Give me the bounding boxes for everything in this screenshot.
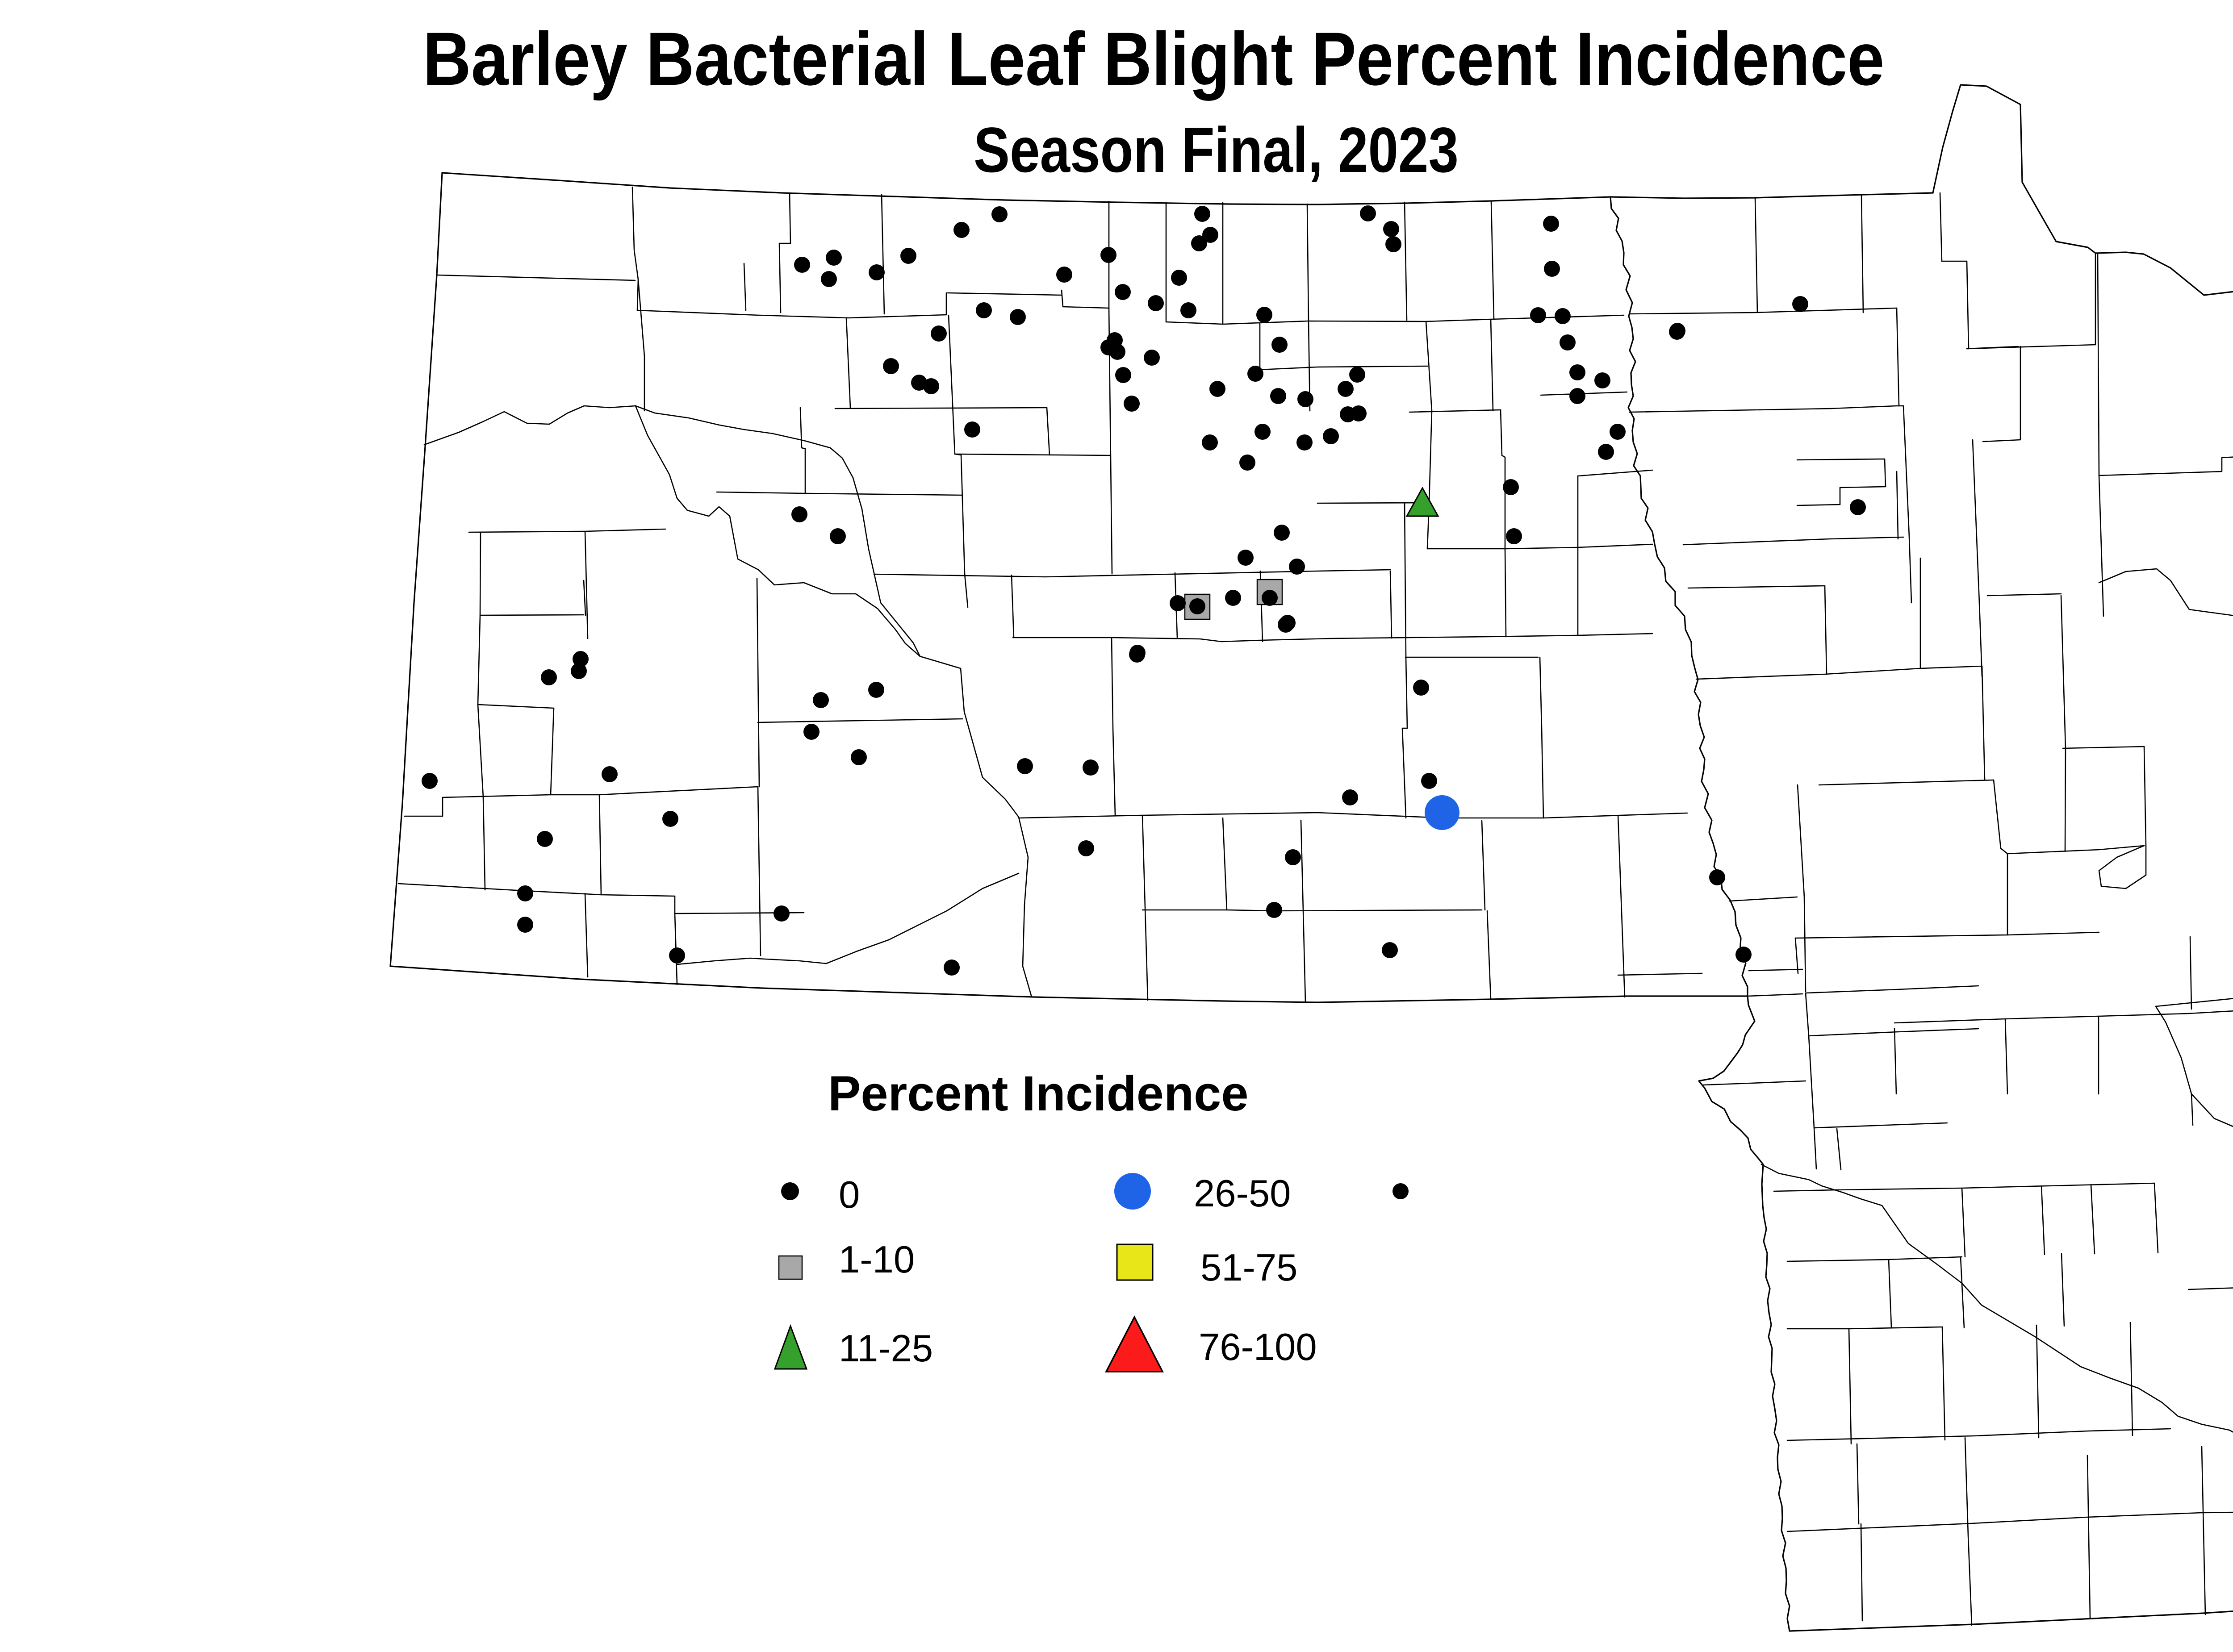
svg-text:1-10: 1-10	[839, 1239, 915, 1281]
svg-text:26-50: 26-50	[1194, 1172, 1291, 1215]
svg-text:Barley Bacterial Leaf Blight P: Barley Bacterial Leaf Blight Percent Inc…	[423, 17, 1885, 101]
svg-text:Percent Incidence: Percent Incidence	[828, 1066, 1249, 1121]
svg-text:76-100: 76-100	[1199, 1326, 1317, 1368]
svg-text:11-25: 11-25	[839, 1327, 933, 1370]
svg-text:51-75: 51-75	[1200, 1247, 1297, 1289]
svg-text:0: 0	[839, 1174, 860, 1216]
svg-text:Season Final, 2023: Season Final, 2023	[974, 115, 1459, 186]
